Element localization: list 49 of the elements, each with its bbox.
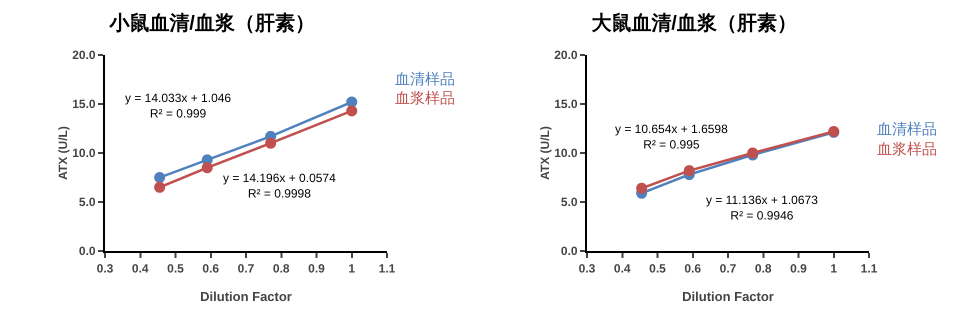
x-tick-label: 0.8 <box>754 261 772 276</box>
chart-title: 大鼠血清/血浆（肝素） <box>591 12 797 35</box>
x-tick-label: 0.7 <box>238 261 255 276</box>
text: 血清样品 <box>395 71 455 88</box>
y-tick-label: 15.0 <box>554 97 578 112</box>
chart-title: 小鼠血清/血浆（肝素） <box>108 12 315 35</box>
y-axis-title: ATX (U/L) <box>56 126 70 180</box>
y-tick-label: 15.0 <box>72 97 96 112</box>
text: 血浆样品 <box>395 90 455 107</box>
point <box>684 165 695 176</box>
x-tick-label: 0.8 <box>272 261 290 276</box>
y-tick-label: 0.0 <box>78 244 96 258</box>
point <box>636 182 648 194</box>
x-axis-title: Dilution Factor <box>682 289 774 304</box>
annotation: y = 10.654x + 1.6598 R² = 0.995 <box>615 122 728 152</box>
x-tick-label: 0.3 <box>96 261 114 276</box>
y-tick-label: 20.0 <box>554 48 578 62</box>
x-tick-label: 1 <box>348 261 356 276</box>
x-tick-label: 0.5 <box>649 261 666 276</box>
point <box>265 138 276 149</box>
annotation: y = 11.136x + 1.0673 R² = 0.9946 <box>706 193 818 223</box>
point <box>346 105 358 116</box>
point <box>202 162 213 174</box>
x-tick-label: 0.3 <box>578 261 596 276</box>
point <box>154 182 166 193</box>
y-tick-label: 0.0 <box>560 244 578 258</box>
y-axis-title: ATX (U/L) <box>538 126 552 180</box>
x-axis-title: Dilution Factor <box>200 289 292 304</box>
x-tick-label: 0.4 <box>614 261 631 276</box>
text: 血浆样品 <box>877 141 937 158</box>
y-tick-label: 10.0 <box>72 146 96 160</box>
x-tick-label: 1.1 <box>860 261 878 276</box>
annotation: y = 14.196x + 0.0574 R² = 0.9998 <box>223 171 336 201</box>
x-tick-label: 0.4 <box>132 261 149 276</box>
y-tick-label: 5.0 <box>78 195 96 210</box>
x-tick-label: 0.9 <box>308 261 326 276</box>
x-tick-label: 1.1 <box>378 261 396 276</box>
x-tick-label: 0.7 <box>720 261 737 276</box>
y-tick-label: 10.0 <box>554 146 578 160</box>
x-tick-label: 0.6 <box>684 261 702 276</box>
annotation: y = 14.033x + 1.046 R² = 0.999 <box>125 91 232 121</box>
y-tick-label: 20.0 <box>72 48 96 62</box>
x-tick-label: 0.6 <box>202 261 220 276</box>
y-tick-label: 5.0 <box>560 195 578 210</box>
text: 血清样品 <box>877 121 937 138</box>
x-tick-label: 0.5 <box>167 261 184 276</box>
x-tick-label: 1 <box>830 261 838 276</box>
point <box>154 172 166 183</box>
x-tick-label: 0.9 <box>790 261 808 276</box>
